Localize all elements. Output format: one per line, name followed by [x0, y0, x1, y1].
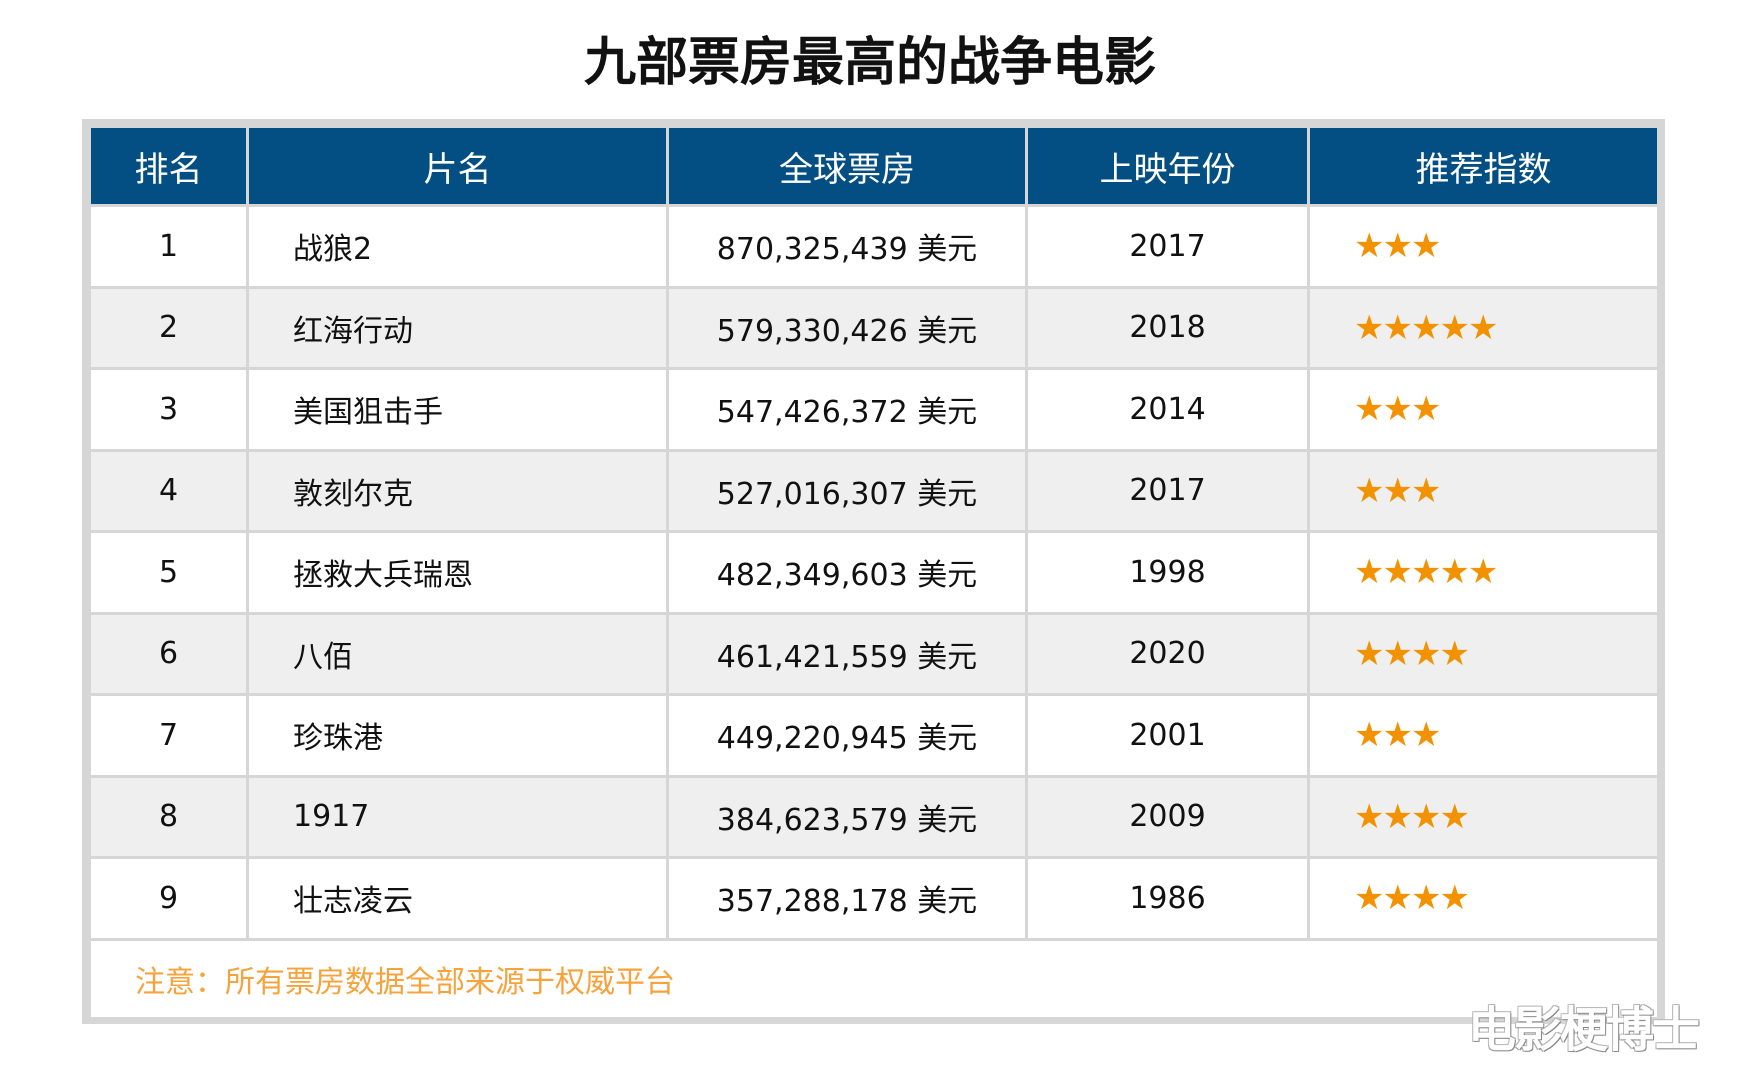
- table-row: 8 1917 384,623,579 美元 2009 ★★★★: [91, 777, 1657, 856]
- rating-cell: ★★★★★: [1310, 288, 1657, 367]
- name-cell: 拯救大兵瑞恩: [249, 533, 666, 612]
- box-office-cell: 870,325,439 美元: [669, 207, 1025, 286]
- star-icon: ★: [1354, 715, 1385, 756]
- star-icon: ★: [1354, 389, 1385, 430]
- table-row: 5 拯救大兵瑞恩 482,349,603 美元 1998 ★★★★★: [91, 533, 1657, 612]
- star-icon: ★: [1439, 633, 1470, 674]
- name-cell: 1917: [249, 777, 666, 856]
- star-icon: ★: [1467, 552, 1499, 593]
- rating-cell: ★★★★: [1310, 777, 1657, 856]
- star-icon: ★: [1354, 633, 1385, 674]
- ranking-table-frame: 排名 片名 全球票房 上映年份 推荐指数 1 战狼2 870,325,439 美元 2…: [82, 119, 1665, 1024]
- star-icon: ★: [1382, 633, 1413, 674]
- table-row: 3 美国狙击手 547,426,372 美元 2014 ★★★: [91, 370, 1657, 449]
- header-year: 上映年份: [1028, 128, 1307, 204]
- star-icon: ★: [1354, 552, 1385, 593]
- rating-cell: ★★★★: [1310, 859, 1657, 938]
- star-icon: ★: [1382, 470, 1413, 511]
- name-cell: 战狼2: [249, 207, 666, 286]
- rating-cell: ★★★: [1310, 370, 1657, 449]
- star-icon: ★: [1354, 307, 1385, 348]
- star-icon: ★: [1439, 307, 1470, 348]
- name-cell: 美国狙击手: [249, 370, 666, 449]
- table-row: 1 战狼2 870,325,439 美元 2017 ★★★: [91, 207, 1657, 286]
- header-rating: 推荐指数: [1310, 128, 1657, 204]
- header-box-office: 全球票房: [669, 128, 1025, 204]
- year-cell: 2020: [1028, 614, 1307, 693]
- rating-cell: ★★★★★: [1310, 533, 1657, 612]
- rating-cell: ★★★: [1310, 207, 1657, 286]
- box-office-cell: 357,288,178 美元: [669, 859, 1025, 938]
- year-cell: 1998: [1028, 533, 1307, 612]
- star-icon: ★: [1410, 552, 1442, 593]
- name-cell: 八佰: [249, 614, 666, 693]
- year-cell: 1986: [1028, 859, 1307, 938]
- table-row: 4 敦刻尔克 527,016,307 美元 2017 ★★★: [91, 451, 1657, 530]
- star-icon: ★: [1382, 307, 1413, 348]
- name-cell: 红海行动: [249, 288, 666, 367]
- star-icon: ★: [1410, 470, 1442, 511]
- star-icon: ★: [1410, 226, 1442, 267]
- star-icon: ★: [1410, 796, 1442, 837]
- star-icon: ★: [1439, 552, 1470, 593]
- box-office-cell: 482,349,603 美元: [669, 533, 1025, 612]
- table-row: 7 珍珠港 449,220,945 美元 2001 ★★★: [91, 696, 1657, 775]
- name-cell: 珍珠港: [249, 696, 666, 775]
- box-office-cell: 527,016,307 美元: [669, 451, 1025, 530]
- rank-cell: 8: [91, 777, 246, 856]
- star-icon: ★: [1382, 715, 1413, 756]
- star-icon: ★: [1382, 226, 1413, 267]
- star-icon: ★: [1382, 878, 1413, 919]
- rating-cell: ★★★: [1310, 696, 1657, 775]
- rank-cell: 6: [91, 614, 246, 693]
- name-cell: 敦刻尔克: [249, 451, 666, 530]
- rank-cell: 5: [91, 533, 246, 612]
- name-cell: 壮志凌云: [249, 859, 666, 938]
- star-icon: ★: [1382, 796, 1413, 837]
- year-cell: 2017: [1028, 207, 1307, 286]
- box-office-cell: 449,220,945 美元: [669, 696, 1025, 775]
- rank-cell: 7: [91, 696, 246, 775]
- rank-cell: 3: [91, 370, 246, 449]
- page-title: 九部票房最高的战争电影: [583, 33, 1156, 93]
- star-icon: ★: [1410, 389, 1442, 430]
- year-cell: 2009: [1028, 777, 1307, 856]
- star-icon: ★: [1410, 715, 1442, 756]
- rank-cell: 4: [91, 451, 246, 530]
- box-office-cell: 547,426,372 美元: [669, 370, 1025, 449]
- header-name: 片名: [249, 128, 666, 204]
- rating-cell: ★★★★: [1310, 614, 1657, 693]
- star-icon: ★: [1439, 796, 1470, 837]
- star-icon: ★: [1354, 470, 1385, 511]
- ranking-table: 排名 片名 全球票房 上映年份 推荐指数 1 战狼2 870,325,439 美元 2…: [88, 125, 1660, 1020]
- star-icon: ★: [1467, 307, 1499, 348]
- box-office-cell: 384,623,579 美元: [669, 777, 1025, 856]
- star-icon: ★: [1410, 307, 1442, 348]
- star-icon: ★: [1354, 796, 1385, 837]
- year-cell: 2001: [1028, 696, 1307, 775]
- rank-cell: 1: [91, 207, 246, 286]
- star-icon: ★: [1410, 633, 1442, 674]
- star-icon: ★: [1382, 552, 1413, 593]
- table-row: 6 八佰 461,421,559 美元 2020 ★★★★: [91, 614, 1657, 693]
- star-icon: ★: [1354, 226, 1385, 267]
- table-header-row: 排名 片名 全球票房 上映年份 推荐指数: [91, 128, 1657, 204]
- watermark-logo: 电影梗博士: [1468, 1002, 1700, 1058]
- star-icon: ★: [1382, 389, 1413, 430]
- rank-cell: 2: [91, 288, 246, 367]
- header-rank: 排名: [91, 128, 246, 204]
- year-cell: 2014: [1028, 370, 1307, 449]
- star-icon: ★: [1410, 878, 1442, 919]
- rating-cell: ★★★: [1310, 451, 1657, 530]
- rank-cell: 9: [91, 859, 246, 938]
- footnote: 注意：所有票房数据全部来源于权威平台: [91, 940, 1657, 1017]
- star-icon: ★: [1439, 878, 1470, 919]
- year-cell: 2017: [1028, 451, 1307, 530]
- year-cell: 2018: [1028, 288, 1307, 367]
- box-office-cell: 579,330,426 美元: [669, 288, 1025, 367]
- box-office-cell: 461,421,559 美元: [669, 614, 1025, 693]
- star-icon: ★: [1354, 878, 1385, 919]
- table-row: 9 壮志凌云 357,288,178 美元 1986 ★★★★: [91, 859, 1657, 938]
- table-row: 2 红海行动 579,330,426 美元 2018 ★★★★★: [91, 288, 1657, 367]
